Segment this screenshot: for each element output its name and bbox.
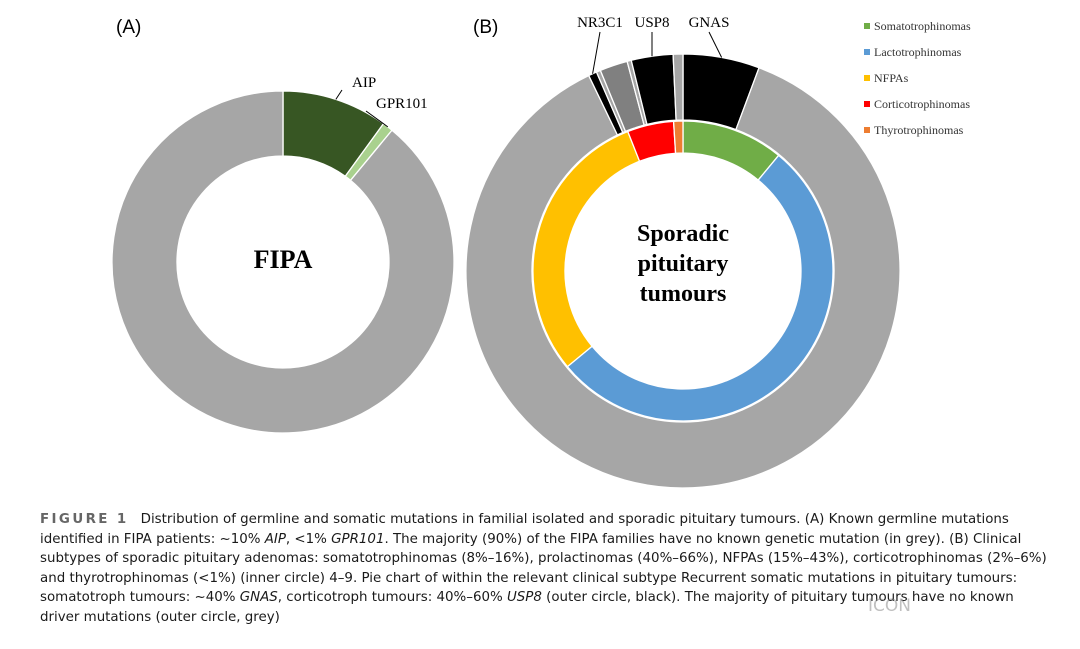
legend: Somatotrophinomas Lactotrophinomas NFPAs Co… [864, 19, 971, 137]
sporadic-inner-slice-lactotrophinomas [566, 154, 834, 422]
caption-text: , <1% [285, 531, 332, 547]
legend-swatch-lactotrophinomas [864, 49, 870, 55]
sporadic-label-nr3c1: NR3C1 [577, 15, 623, 31]
caption-text: , corticotroph tumours: 40%–60% [277, 590, 507, 606]
figure-caption: FIGURE 1 Distribution of germline and som… [40, 510, 1052, 628]
legend-label-lactotrophinomas: Lactotrophinomas [874, 45, 962, 59]
legend-swatch-nfpas [864, 75, 870, 81]
legend-label-somatotrophinomas: Somatotrophinomas [874, 19, 971, 33]
caption-text: . The majority (90%) of the FIPA familie… [40, 531, 1047, 606]
sporadic-label-gnas: GNAS [689, 15, 730, 31]
legend-swatch-somatotrophinomas [864, 23, 870, 29]
panel-a-label: (A) [116, 17, 141, 38]
legend-label-nfpas: NFPAs [874, 71, 909, 85]
panel-b-label: (B) [473, 17, 498, 38]
sporadic-leader-gnas [708, 31, 723, 58]
caption-gene-name: GNAS [239, 590, 278, 606]
watermark: ICON [868, 596, 911, 616]
legend-label-thyrotrophinomas: Thyrotrophinomas [874, 123, 964, 137]
figure-number: FIGURE 1 [40, 512, 129, 527]
fipa-center-label: FIPA [254, 245, 313, 274]
fipa-label-gpr101: GPR101 [376, 96, 428, 112]
fipa-leader-gpr101 [365, 110, 389, 128]
legend-label-corticotrophinomas: Corticotrophinomas [874, 97, 970, 111]
sporadic-center-label-line3: tumours [640, 281, 727, 307]
caption-gene-name: USP8 [506, 590, 542, 606]
caption-gene-name: AIP [264, 531, 286, 547]
sporadic-leader-nr3c1 [592, 31, 601, 74]
sporadic-center-label-line2: pituitary [638, 251, 729, 277]
sporadic-inner-slice-thyrotrophinomas [672, 120, 684, 154]
sporadic-outer-slice-unlabeled-1 [465, 66, 901, 489]
caption-gene-name: GPR101 [331, 531, 385, 547]
legend-swatch-thyrotrophinomas [864, 127, 870, 133]
sporadic-label-usp8: USP8 [634, 15, 669, 31]
legend-swatch-corticotrophinomas [864, 101, 870, 107]
fipa-label-aip: AIP [352, 75, 376, 91]
fipa-slice-unlabeled-2 [111, 90, 455, 434]
caption-text: (outer circle, black). The majority of p… [40, 590, 1014, 625]
sporadic-donut: GNAS NR3C1 USP8 [465, 15, 901, 489]
fipa-leader-aip [335, 89, 343, 100]
sporadic-outer-slice-unlabeled-7 [672, 53, 684, 121]
sporadic-center-label-line1: Sporadic [637, 221, 729, 247]
caption-text: Distribution of germline and somatic mut… [40, 512, 1009, 547]
